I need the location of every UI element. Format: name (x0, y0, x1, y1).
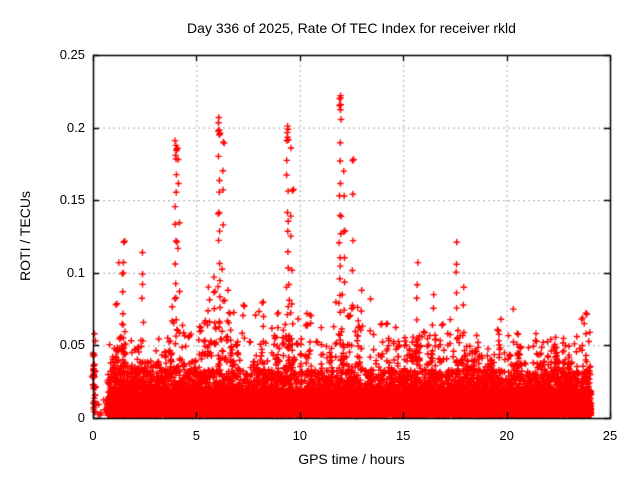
x-tick-label: 5 (192, 428, 200, 443)
x-tick-label: 20 (499, 428, 514, 443)
x-tick-label: 10 (292, 428, 308, 443)
y-tick-label: 0 (77, 410, 85, 425)
x-axis-label: GPS time / hours (298, 451, 405, 467)
x-tick-label: 15 (395, 428, 411, 443)
chart-title: Day 336 of 2025, Rate Of TEC Index for r… (187, 20, 516, 36)
x-tick-label: 25 (602, 428, 618, 443)
x-tick-label: 0 (89, 428, 97, 443)
y-tick-label: 0.25 (59, 47, 85, 62)
y-tick-label: 0.15 (59, 192, 85, 208)
y-tick-label: 0.2 (66, 119, 85, 135)
y-tick-label: 0.1 (66, 264, 85, 280)
y-tick-label: 0.05 (59, 337, 85, 353)
